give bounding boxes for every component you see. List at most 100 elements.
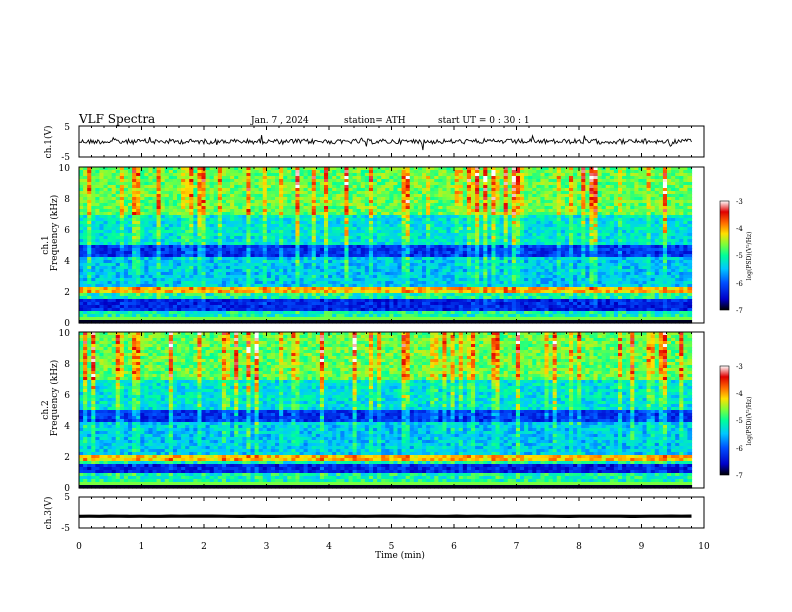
spectrogram-cell xyxy=(634,218,640,222)
spectrogram-cell xyxy=(238,203,243,207)
spectrogram-cell xyxy=(266,170,272,174)
spectrogram-cell xyxy=(658,203,664,207)
spectrogram-cell xyxy=(136,200,141,204)
spectrogram-cell xyxy=(422,191,427,195)
spectrogram-cell xyxy=(103,224,109,228)
spectrogram-cell xyxy=(315,221,321,225)
spectrogram-cell xyxy=(140,224,145,228)
spectrogram-cell xyxy=(238,245,243,249)
spectrogram-cell xyxy=(503,176,509,180)
spectrogram-cell xyxy=(462,239,468,243)
spectrogram-cell xyxy=(221,218,227,222)
spectrogram-cell xyxy=(99,242,105,246)
spectrogram-cell xyxy=(577,176,582,180)
spectrogram-cell xyxy=(99,254,105,258)
spectrogram-cell xyxy=(385,254,390,258)
spectrogram-cell xyxy=(373,182,378,186)
spectrogram-cell xyxy=(499,194,505,198)
spectrogram-cell xyxy=(123,179,129,183)
spectrogram-cell xyxy=(119,203,125,207)
spectrogram-cell xyxy=(438,179,444,183)
spectrogram-cell xyxy=(156,224,162,228)
spectrogram-cell xyxy=(613,197,619,201)
spectrogram-cell xyxy=(585,257,591,261)
spectrogram-cell xyxy=(405,263,411,267)
spectrogram-cell xyxy=(311,230,317,234)
spectrogram-cell xyxy=(515,221,521,225)
spectrogram-cell xyxy=(266,242,272,246)
spectrogram-cell xyxy=(213,194,219,198)
spectrogram-cell xyxy=(262,209,268,213)
spectrogram-cell xyxy=(99,233,105,237)
spectrogram-cell xyxy=(226,182,231,186)
spectrogram-cell xyxy=(99,224,105,228)
spectrogram-cell xyxy=(152,176,158,180)
spectrogram-cell xyxy=(303,176,309,180)
spectrogram-cell xyxy=(340,233,346,237)
spectrogram-cell xyxy=(221,263,227,267)
spectrogram-cell xyxy=(360,227,366,231)
spectrogram-cell xyxy=(332,179,337,183)
spectrogram-cell xyxy=(332,197,337,201)
spectrogram-cell xyxy=(601,194,607,198)
spectrogram-cell xyxy=(193,209,199,213)
spectrogram-cell xyxy=(417,263,423,267)
spectrogram-cell xyxy=(140,212,145,216)
spectrogram-cell xyxy=(373,233,378,237)
spectrogram-cell xyxy=(618,263,623,267)
spectrogram-cell xyxy=(356,215,362,219)
spectrogram-cell xyxy=(189,227,194,231)
spectrogram-cell xyxy=(295,251,301,255)
spectrogram-cell xyxy=(605,239,611,243)
spectrogram-cell xyxy=(91,209,96,213)
spectrogram-cell xyxy=(389,176,395,180)
spectrogram-cell xyxy=(181,170,186,174)
spectrogram-cell xyxy=(242,203,248,207)
spectrogram-cell xyxy=(332,242,337,246)
spectrogram-cell xyxy=(413,188,419,192)
spectrogram-cell xyxy=(536,221,542,225)
spectrogram-cell xyxy=(128,254,133,258)
spectrogram-cell xyxy=(340,245,346,249)
spectrogram-cell xyxy=(246,185,252,189)
spectrogram-cell xyxy=(177,263,182,267)
spectrogram-cell xyxy=(246,248,252,252)
spectrogram-cell xyxy=(128,218,133,222)
spectrogram-cell xyxy=(99,236,105,240)
spectrogram-cell xyxy=(352,245,358,249)
spectrogram-cell xyxy=(340,200,346,204)
spectrogram-cell xyxy=(536,179,542,183)
spectrogram-cell xyxy=(311,236,317,240)
spectrogram-cell xyxy=(422,209,427,213)
spectrogram-cell xyxy=(450,242,456,246)
spectrogram-cell xyxy=(177,239,182,243)
spectrogram-cell xyxy=(377,257,382,261)
spectrogram-cell xyxy=(471,245,476,249)
spectrogram-cell xyxy=(360,239,366,243)
spectrogram-cell xyxy=(466,245,472,249)
spectrogram-cell xyxy=(585,254,591,258)
spectrogram-cell xyxy=(430,176,435,180)
spectrogram-cell xyxy=(642,200,648,204)
spectrogram-cell xyxy=(107,233,113,237)
spectrogram-cell xyxy=(430,251,435,255)
spectrogram-cell xyxy=(328,215,333,219)
spectrogram-cell xyxy=(569,260,574,264)
spectrogram-cell xyxy=(132,206,137,210)
spectrogram-cell xyxy=(132,254,137,258)
spectrogram-cell xyxy=(511,239,517,243)
spectrogram-cell xyxy=(79,266,84,270)
spectrogram-cell xyxy=(581,188,586,192)
spectrogram-cell xyxy=(499,230,505,234)
spectrogram-cell xyxy=(189,185,194,189)
spectrogram-cell xyxy=(450,251,456,255)
spectrogram-cell xyxy=(283,203,288,207)
spectrogram-cell xyxy=(238,254,243,258)
spectrogram-cell xyxy=(454,215,460,219)
spectrogram-cell xyxy=(107,203,113,207)
spectrogram-cell xyxy=(148,176,154,180)
spectrogram-cell xyxy=(389,200,395,204)
spectrogram-cell xyxy=(360,230,366,234)
spectrogram-cell xyxy=(144,218,150,222)
spectrogram-cell xyxy=(654,200,660,204)
